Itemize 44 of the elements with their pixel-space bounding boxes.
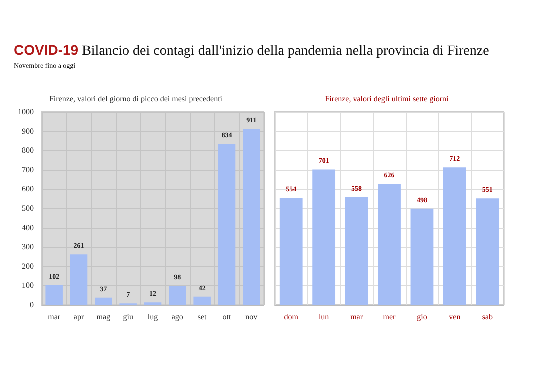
x-tick-label: dom	[284, 312, 300, 322]
bar	[46, 285, 63, 305]
x-tick-label: apr	[74, 312, 84, 322]
x-tick-label: nov	[246, 312, 258, 322]
x-tick-label: lug	[148, 312, 158, 322]
bar	[194, 296, 211, 305]
y-tick-label: 900	[22, 126, 34, 136]
x-tick-label: ven	[449, 312, 461, 322]
x-tick-label: mag	[96, 312, 111, 322]
bar	[169, 286, 186, 305]
bar	[70, 254, 88, 305]
x-tick-label: giu	[123, 312, 134, 322]
y-tick-label: 800	[22, 146, 34, 156]
bar	[218, 144, 236, 305]
x-tick-label: mar	[48, 312, 61, 322]
x-tick-label: ott	[222, 312, 232, 322]
text: COVID-19 Bilancio dei contagi dall'inizio della pandemia nella provincia di Firenze	[14, 42, 490, 60]
chart-title: Firenze, valori del giorno di picco dei mesi precedenti	[49, 94, 224, 104]
bar	[95, 298, 112, 305]
bar	[476, 198, 500, 305]
y-tick-label: 0	[30, 300, 34, 310]
y-tick-label: 1000	[18, 108, 34, 116]
bar	[410, 208, 434, 305]
chart-title: Firenze, valori degli ultimi sette giorni	[325, 94, 450, 104]
x-tick-label: sab	[482, 312, 493, 322]
y-tick-label: 200	[22, 262, 34, 271]
y-tick-label: 500	[22, 204, 34, 213]
y-tick-label: 700	[22, 165, 34, 174]
y-tick-label: 600	[22, 184, 34, 194]
bar	[443, 168, 466, 305]
bar	[378, 184, 401, 305]
x-tick-label: ago	[172, 312, 184, 322]
x-tick-label: mar	[350, 312, 364, 322]
x-tick-label: mer	[383, 312, 396, 322]
y-tick-label: 400	[22, 223, 34, 232]
x-tick-label: lun	[318, 312, 330, 322]
x-tick-label: gio	[417, 312, 428, 322]
y-tick-label: 100	[22, 281, 34, 290]
x-tick-label: set	[198, 312, 208, 322]
bar	[345, 197, 368, 305]
bar	[280, 198, 303, 305]
y-tick-label: 300	[22, 242, 34, 252]
bar	[312, 170, 336, 305]
bar	[243, 129, 260, 305]
